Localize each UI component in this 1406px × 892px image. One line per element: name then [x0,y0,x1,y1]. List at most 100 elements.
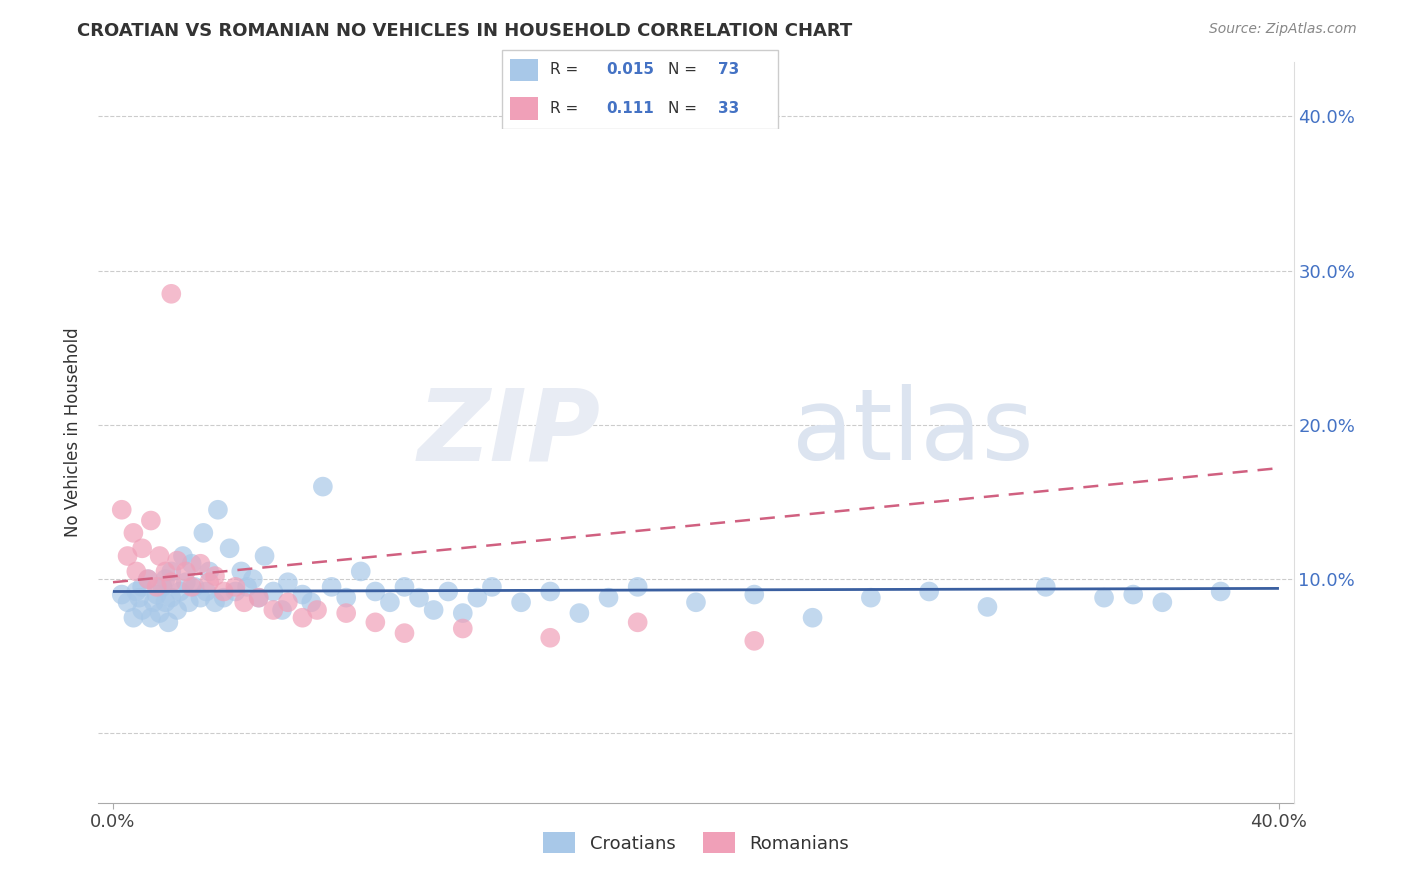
Point [155,595,177,609]
Point [149,606,172,620]
Point [859,591,882,605]
Text: Source: ZipAtlas.com: Source: ZipAtlas.com [1209,22,1357,37]
Point [1209,584,1232,599]
Point [1152,595,1174,609]
Point [271,603,294,617]
Point [233,595,256,609]
Legend: Croatians, Romanians: Croatians, Romanians [536,825,856,861]
Point [190,557,212,571]
Point [122,525,145,540]
Point [198,575,221,590]
Point [204,595,226,609]
Point [262,584,284,599]
Point [481,580,503,594]
Point [111,502,134,516]
Point [321,580,343,594]
Point [174,575,197,590]
Point [918,584,941,599]
Text: N =: N = [668,101,702,116]
Point [160,575,183,590]
Point [242,572,264,586]
Point [177,595,200,609]
Point [742,633,765,648]
Point [394,580,416,594]
Point [139,610,162,624]
Point [1122,588,1144,602]
Text: R =: R = [550,62,583,78]
Point [685,595,707,609]
Point [335,591,357,605]
Bar [510,59,538,81]
Point [128,591,150,605]
Point [145,580,167,594]
Point [451,606,474,620]
Point [155,565,177,579]
Point [598,591,620,605]
Point [236,580,259,594]
Point [305,603,328,617]
Point [160,591,183,605]
Point [312,480,335,494]
Point [166,554,188,568]
Point [350,565,373,579]
Text: CROATIAN VS ROMANIAN NO VEHICLES IN HOUSEHOLD CORRELATION CHART: CROATIAN VS ROMANIAN NO VEHICLES IN HOUS… [77,22,852,40]
Point [193,525,215,540]
Point [155,572,177,586]
Point [364,615,387,630]
Point [157,615,180,630]
Point [277,595,299,609]
Point [538,631,561,645]
Text: 73: 73 [718,62,740,78]
Point [139,514,162,528]
Point [169,584,191,599]
Point [394,626,416,640]
Point [174,565,197,579]
Point [224,584,246,599]
Point [408,591,430,605]
Point [364,584,387,599]
Point [207,502,229,516]
Point [224,580,246,594]
Text: 33: 33 [718,101,740,116]
Point [801,610,824,624]
Point [131,603,153,617]
Text: N =: N = [668,62,702,78]
Point [117,595,139,609]
Point [125,565,148,579]
Point [568,606,591,620]
Point [742,588,765,602]
Point [183,580,205,594]
Point [1035,580,1057,594]
Point [291,610,314,624]
Point [172,549,194,563]
Point [136,572,159,586]
Point [131,541,153,556]
Point [125,584,148,599]
Point [218,541,240,556]
Point [451,622,474,636]
Point [131,580,153,594]
Point [160,565,183,579]
Point [122,610,145,624]
Point [136,572,159,586]
Text: ZIP: ZIP [418,384,600,481]
Point [111,588,134,602]
Point [212,591,235,605]
Point [247,591,270,605]
Text: 0.015: 0.015 [606,62,654,78]
Point [160,286,183,301]
Point [190,591,212,605]
Point [976,599,998,614]
Point [231,565,253,579]
Point [253,549,276,563]
Point [195,584,218,599]
Point [627,615,650,630]
Point [422,603,444,617]
Point [198,565,221,579]
Point [299,595,322,609]
Point [180,580,202,594]
Point [467,591,489,605]
Point [204,569,226,583]
Point [247,591,270,605]
Point [145,588,167,602]
